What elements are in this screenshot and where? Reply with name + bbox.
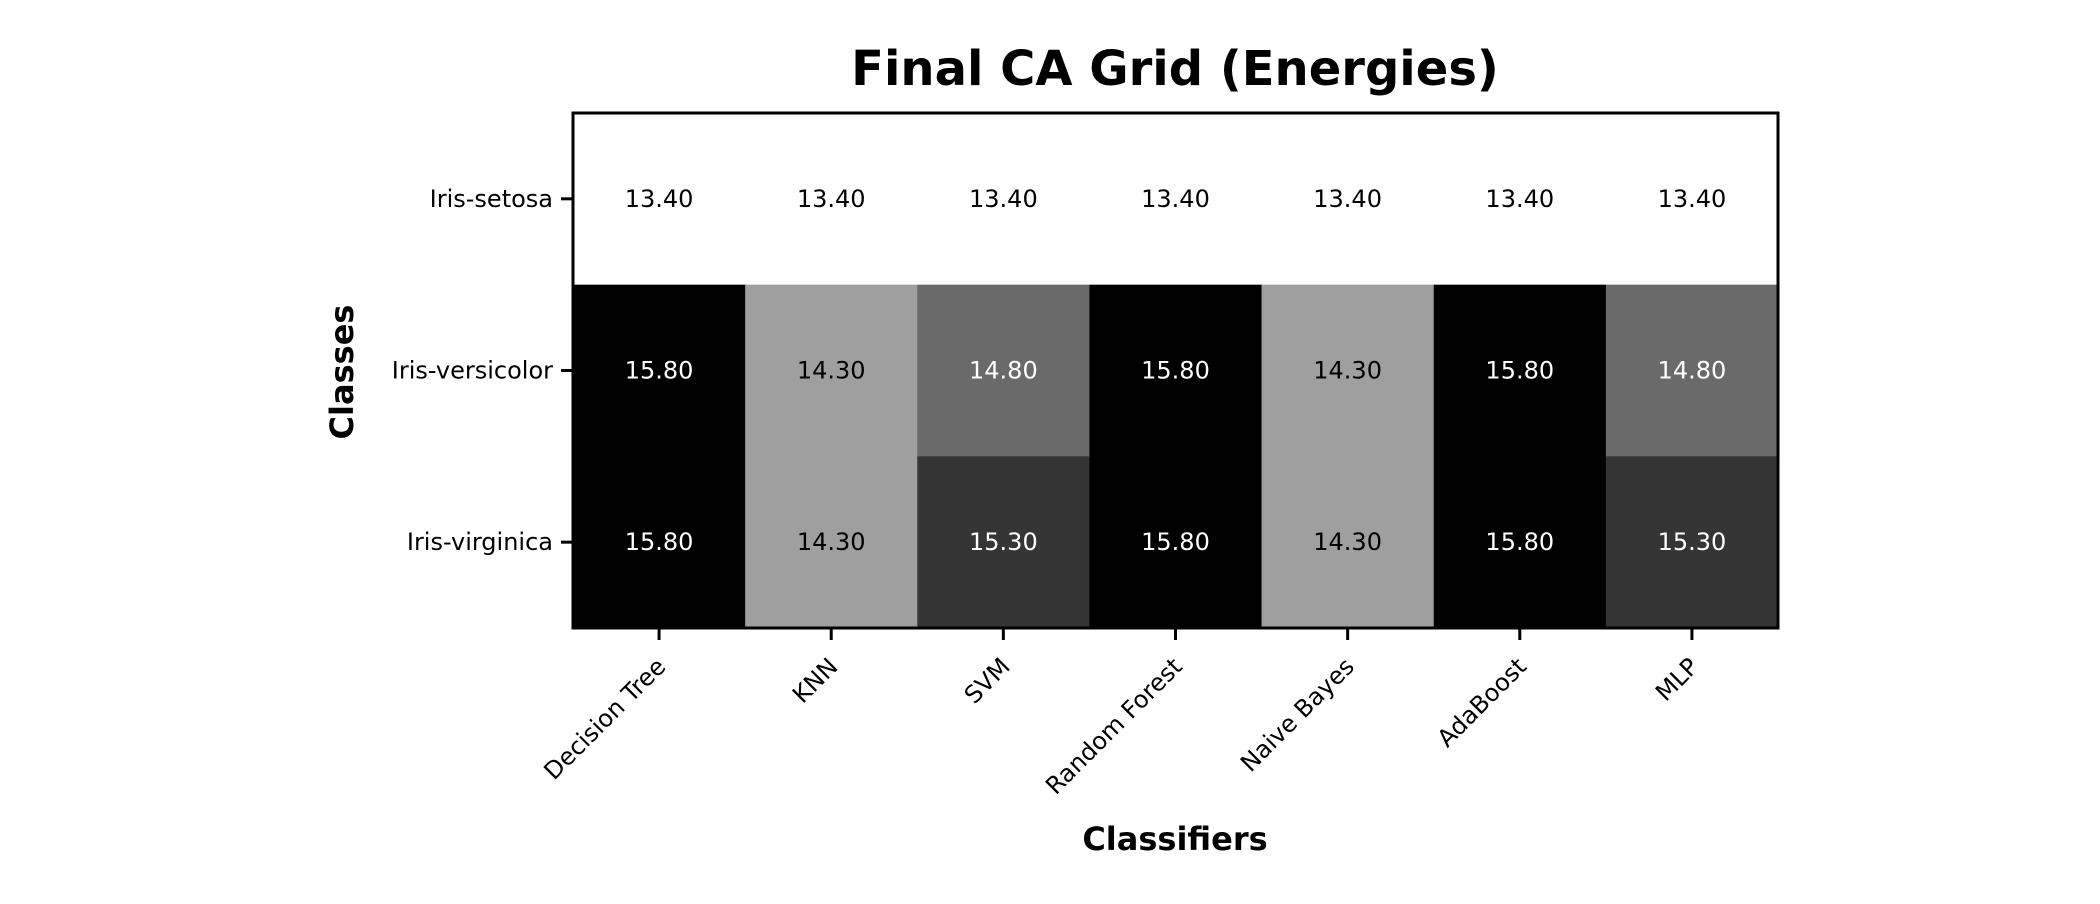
cell-value-label: 14.30 xyxy=(1313,528,1382,556)
cell-value-label: 13.40 xyxy=(1658,185,1727,213)
y-axis-label: Classes xyxy=(323,305,361,440)
cell-value-label: 15.80 xyxy=(1141,528,1210,556)
heatmap-cell xyxy=(573,284,746,457)
y-axis-ticks: Iris-setosa Iris-versicolor Iris-virginica xyxy=(392,185,573,556)
cell-value-label: 15.80 xyxy=(1485,357,1554,385)
x-tick-label: KNN xyxy=(787,652,843,708)
cell-value-label: 15.80 xyxy=(1485,528,1554,556)
cell-value-label: 15.30 xyxy=(1658,528,1727,556)
heatmap-cell xyxy=(1605,284,1779,457)
heatmap-cell xyxy=(573,113,746,286)
x-axis-ticks: Decision Tree KNN SVM Random Forest Naive Ba… xyxy=(539,628,1704,800)
cell-value-label: 14.30 xyxy=(797,357,866,385)
x-tick-label: AdaBoost xyxy=(1432,652,1532,752)
heatmap-cells xyxy=(573,113,1779,629)
heatmap-cell xyxy=(745,113,918,286)
cell-value-label: 13.40 xyxy=(1313,185,1382,213)
heatmap-value-labels: 13.40 13.40 13.40 13.40 13.40 13.40 13.40 15.80… xyxy=(625,185,1727,556)
x-tick-label: Naive Bayes xyxy=(1235,652,1360,777)
heatmap-cell xyxy=(573,456,746,629)
chart-title: Final CA Grid (Energies) xyxy=(851,41,1499,97)
cell-value-label: 13.40 xyxy=(1141,185,1210,213)
heatmap-cell xyxy=(1089,113,1263,286)
cell-value-label: 15.30 xyxy=(969,528,1038,556)
heatmap-cell xyxy=(1261,284,1435,457)
heatmap-cell xyxy=(917,284,1091,457)
x-tick-label: MLP xyxy=(1650,652,1704,706)
heatmap-cell xyxy=(1261,456,1435,629)
x-tick-label: Decision Tree xyxy=(539,652,672,785)
heatmap-cell xyxy=(1433,456,1607,629)
heatmap-cell xyxy=(1433,284,1607,457)
y-tick-label: Iris-virginica xyxy=(407,528,553,556)
y-tick-label: Iris-setosa xyxy=(430,185,553,213)
cell-value-label: 15.80 xyxy=(1141,357,1210,385)
heatmap-cell xyxy=(745,284,918,457)
heatmap-cell xyxy=(917,113,1091,286)
x-tick-label: Random Forest xyxy=(1040,652,1188,800)
heatmap-cell xyxy=(1605,113,1779,286)
cell-value-label: 14.30 xyxy=(797,528,866,556)
heatmap-cell xyxy=(1089,456,1263,629)
cell-value-label: 14.80 xyxy=(969,357,1038,385)
heatmap-cell xyxy=(1089,284,1263,457)
cell-value-label: 13.40 xyxy=(625,185,694,213)
cell-value-label: 13.40 xyxy=(969,185,1038,213)
cell-value-label: 13.40 xyxy=(1485,185,1554,213)
heatmap-cell xyxy=(917,456,1091,629)
x-axis-label: Classifiers xyxy=(1082,820,1267,858)
heatmap-cell xyxy=(745,456,918,629)
heatmap-cell xyxy=(1605,456,1779,629)
x-tick-label: SVM xyxy=(959,652,1016,709)
cell-value-label: 14.30 xyxy=(1313,357,1382,385)
heatmap-cell xyxy=(1261,113,1435,286)
cell-value-label: 15.80 xyxy=(625,357,694,385)
y-tick-label: Iris-versicolor xyxy=(392,357,553,385)
heatmap-cell xyxy=(1433,113,1607,286)
cell-value-label: 15.80 xyxy=(625,528,694,556)
cell-value-label: 13.40 xyxy=(797,185,866,213)
cell-value-label: 14.80 xyxy=(1658,357,1727,385)
